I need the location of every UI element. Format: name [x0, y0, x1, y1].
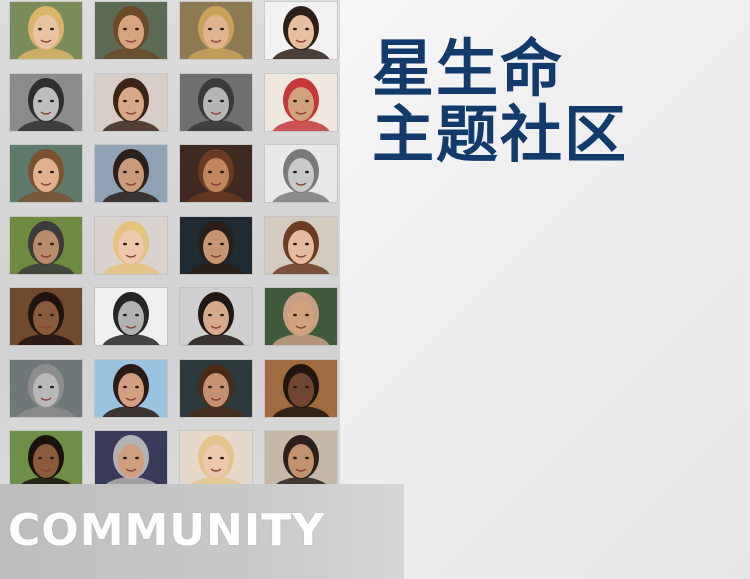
page-title: 星生命 主题社区: [372, 36, 628, 168]
portrait-photo-16: [265, 216, 337, 274]
portrait-image: [265, 216, 337, 274]
portrait-photo-12: [265, 145, 337, 202]
portrait-grid: [10, 2, 337, 488]
portrait-photo-1: [10, 2, 82, 59]
portrait-photo-10: [95, 145, 167, 202]
portrait-image: [265, 73, 337, 131]
photo-collage-panel: [0, 0, 340, 579]
portrait-photo-9: [10, 145, 82, 202]
portrait-photo-15: [180, 216, 252, 274]
portrait-image: [10, 2, 82, 59]
community-label: COMMUNITY: [8, 505, 326, 556]
portrait-photo-14: [95, 216, 167, 274]
portrait-photo-22: [95, 359, 167, 417]
portrait-image: [10, 145, 82, 202]
portrait-image: [10, 216, 82, 274]
portrait-image: [180, 2, 252, 59]
title-line-1: 星生命: [372, 32, 565, 105]
portrait-image: [265, 431, 337, 488]
portrait-photo-19: [180, 288, 252, 345]
portrait-photo-28: [265, 431, 337, 488]
portrait-image: [180, 359, 252, 417]
portrait-image: [180, 288, 252, 345]
portrait-photo-8: [265, 73, 337, 131]
portrait-photo-7: [180, 73, 252, 131]
portrait-photo-2: [95, 2, 167, 59]
community-banner: [0, 484, 404, 579]
portrait-image: [265, 145, 337, 202]
portrait-image: [95, 145, 167, 202]
portrait-photo-6: [95, 73, 167, 131]
portrait-photo-11: [180, 145, 252, 202]
portrait-image: [95, 216, 167, 274]
portrait-photo-4: [265, 2, 337, 59]
portrait-image: [265, 288, 337, 345]
portrait-image: [95, 73, 167, 131]
portrait-image: [10, 288, 82, 345]
title-line-2: 主题社区: [372, 98, 629, 171]
portrait-image: [265, 359, 337, 417]
portrait-image: [10, 431, 82, 488]
portrait-image: [180, 145, 252, 202]
portrait-photo-25: [10, 431, 82, 488]
portrait-image: [95, 288, 167, 345]
portrait-image: [10, 359, 82, 417]
portrait-image: [10, 73, 82, 131]
portrait-photo-23: [180, 359, 252, 417]
portrait-photo-3: [180, 2, 252, 59]
portrait-image: [180, 216, 252, 274]
portrait-image: [180, 431, 252, 488]
portrait-photo-24: [265, 359, 337, 417]
portrait-image: [95, 431, 167, 488]
portrait-photo-21: [10, 359, 82, 417]
portrait-photo-17: [10, 288, 82, 345]
portrait-photo-18: [95, 288, 167, 345]
portrait-photo-13: [10, 216, 82, 274]
portrait-image: [180, 73, 252, 131]
portrait-image: [265, 2, 337, 59]
portrait-image: [95, 2, 167, 59]
portrait-photo-27: [180, 431, 252, 488]
portrait-photo-5: [10, 73, 82, 131]
portrait-photo-20: [265, 288, 337, 345]
portrait-photo-26: [95, 431, 167, 488]
portrait-image: [95, 359, 167, 417]
